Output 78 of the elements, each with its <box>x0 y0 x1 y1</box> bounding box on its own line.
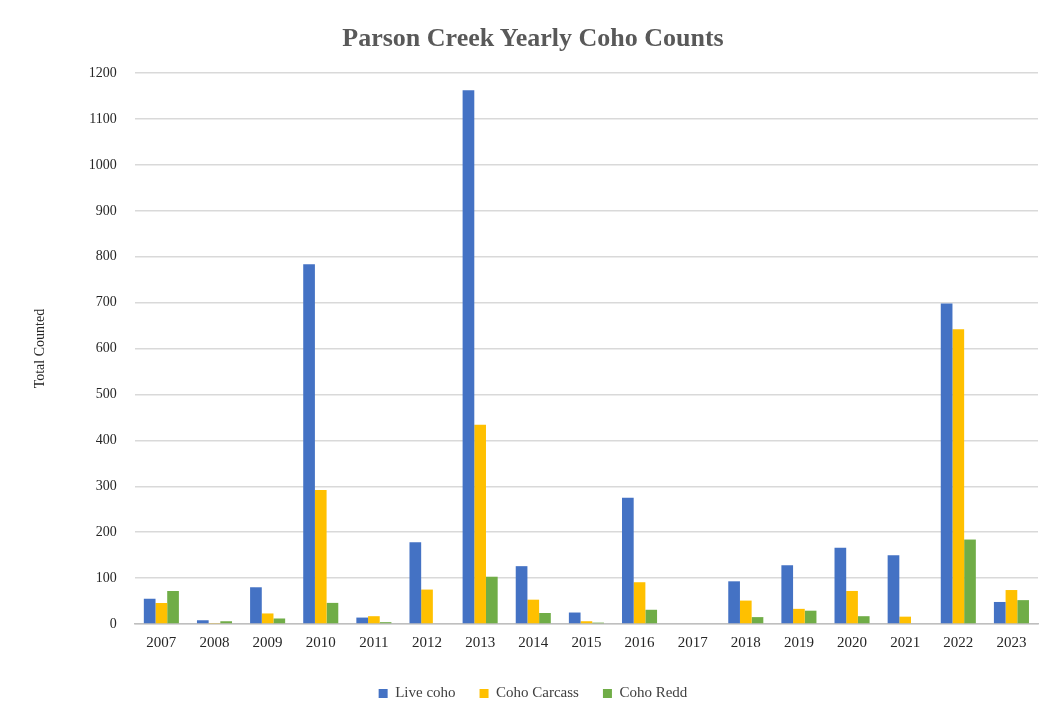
bar <box>899 616 912 624</box>
y-tick-label: 500 <box>95 386 117 402</box>
y-tick-label: 700 <box>95 294 117 310</box>
bar <box>368 616 380 624</box>
bar <box>539 612 551 624</box>
bar <box>793 608 805 624</box>
bar <box>804 610 817 624</box>
x-tick-label: 2013 <box>465 633 496 650</box>
bar <box>887 555 900 624</box>
bar <box>527 599 540 624</box>
y-tick-label: 1100 <box>89 110 117 126</box>
bar <box>940 303 953 624</box>
bar <box>645 609 658 624</box>
bar <box>834 547 847 624</box>
x-tick-label: 2009 <box>252 633 283 650</box>
bar <box>857 616 870 624</box>
bar <box>1005 590 1018 624</box>
y-tick-label: 900 <box>95 202 117 218</box>
bar <box>952 329 965 624</box>
legend-label: Coho Redd <box>619 684 688 701</box>
bar <box>261 613 274 624</box>
bar <box>846 590 858 624</box>
x-tick-label: 2010 <box>305 633 336 650</box>
x-tick-label: 2012 <box>412 633 443 650</box>
bar <box>356 617 369 624</box>
x-tick-label: 2019 <box>783 633 814 650</box>
x-tick-label: 2011 <box>359 633 389 650</box>
x-tick-label: 2014 <box>518 633 549 650</box>
bar <box>196 620 209 624</box>
x-tick-label: 2017 <box>677 633 709 650</box>
x-tick-label: 2023 <box>996 633 1027 650</box>
bar <box>250 587 262 624</box>
x-tick-label: 2007 <box>146 633 177 650</box>
x-tick-label: 2021 <box>890 633 921 650</box>
bar <box>314 489 327 624</box>
bar <box>409 542 422 624</box>
y-axis-title: Total Counted <box>32 308 48 389</box>
y-tick-label: 800 <box>95 248 117 264</box>
bar <box>739 600 752 624</box>
x-tick-label: 2018 <box>730 633 761 650</box>
bar <box>964 539 976 624</box>
chart-title: Parson Creek Yearly Coho Counts <box>342 23 724 53</box>
bar <box>485 576 498 624</box>
bar <box>303 264 315 624</box>
y-tick-label: 200 <box>95 523 117 539</box>
legend-label: Live coho <box>395 684 456 701</box>
bar <box>167 590 179 624</box>
x-tick-label: 2016 <box>624 633 656 650</box>
legend-label: Coho Carcass <box>496 684 580 701</box>
bar <box>474 424 486 624</box>
bar <box>273 618 286 624</box>
y-tick-label: 400 <box>95 432 117 448</box>
bar <box>728 581 740 624</box>
bar <box>143 598 156 624</box>
y-tick-label: 300 <box>95 477 117 493</box>
x-tick-label: 2015 <box>571 633 602 650</box>
bar <box>568 612 581 624</box>
x-tick-label: 2020 <box>837 633 868 650</box>
bar <box>326 602 339 624</box>
y-tick-label: 100 <box>95 569 117 585</box>
x-tick-label: 2008 <box>199 633 230 650</box>
bar <box>633 582 646 624</box>
bar <box>580 621 593 624</box>
bar <box>622 497 634 624</box>
y-tick-label: 0 <box>109 615 117 631</box>
bar <box>220 621 233 624</box>
bar <box>1017 600 1029 624</box>
y-tick-label: 1000 <box>88 156 117 172</box>
bar <box>993 601 1006 624</box>
y-tick-label: 600 <box>95 340 117 356</box>
bar <box>515 566 528 624</box>
bar <box>781 565 794 624</box>
bar <box>462 90 475 624</box>
y-tick-label: 1200 <box>88 64 117 80</box>
bar <box>421 589 433 624</box>
x-tick-label: 2022 <box>943 633 974 650</box>
bar <box>751 617 764 624</box>
bar <box>155 602 168 624</box>
